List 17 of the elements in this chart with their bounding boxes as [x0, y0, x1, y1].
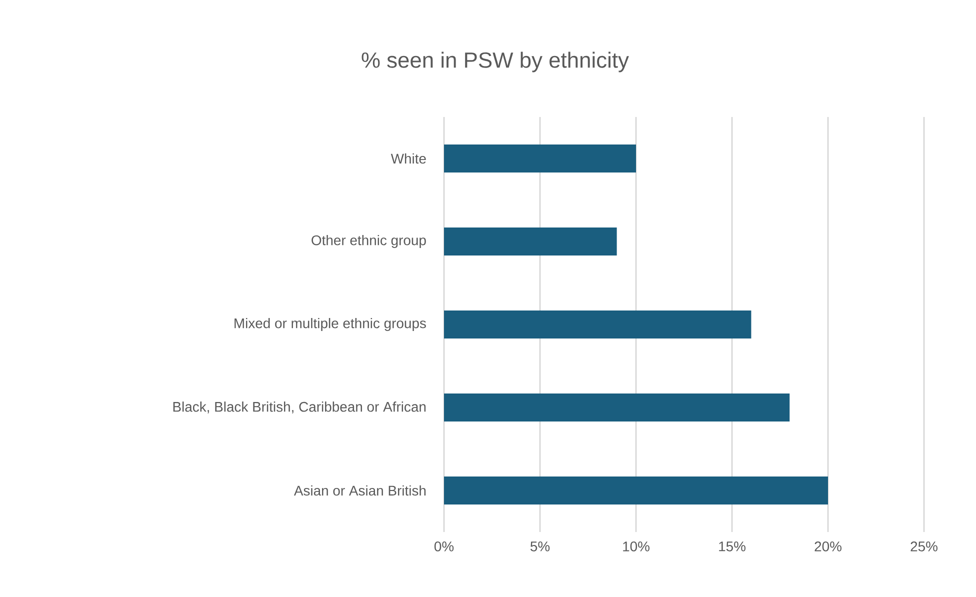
y-tick-label: Asian or Asian British: [294, 485, 426, 496]
x-tick-label: 20%: [814, 542, 842, 552]
y-tick-label: Mixed or multiple ethnic groups: [234, 318, 426, 331]
x-tick-label: 0%: [434, 542, 454, 552]
bar: [444, 144, 636, 172]
bar: [444, 310, 752, 338]
x-tick-label: 5%: [530, 542, 550, 552]
y-tick-label: Other ethnic group: [312, 234, 426, 248]
bar: [444, 227, 617, 256]
x-tick-label: 10%: [623, 542, 650, 552]
x-tick-label: 25%: [910, 542, 938, 552]
y-tick-label: White: [390, 153, 426, 164]
bar: [444, 476, 828, 504]
bar: [444, 393, 790, 422]
x-tick-label: 15%: [719, 542, 746, 552]
y-tick-label: Black, Black British, Caribbean or African: [173, 402, 426, 414]
chart-title: % seen in PSW by ethnicity: [362, 52, 629, 72]
